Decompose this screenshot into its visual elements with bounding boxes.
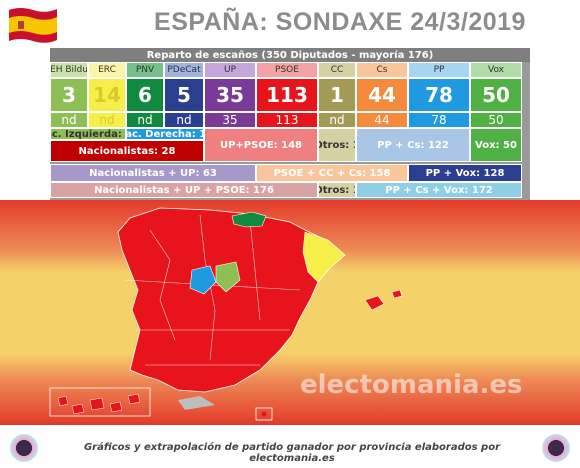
pp-region-shape	[189, 265, 217, 295]
party-header-erc: ERC	[88, 62, 126, 78]
vox-region-shape	[215, 261, 241, 293]
party-seats-pdecat: 5	[164, 78, 204, 112]
sum-pp-vox: PP + Vox: 128	[408, 164, 522, 182]
party-header-up: UP	[204, 62, 256, 78]
electomania-logo-right	[542, 434, 570, 462]
party-sub-cs: 44	[356, 112, 408, 128]
party-seats-vox: 50	[470, 78, 522, 112]
electomania-logo-left	[10, 434, 38, 462]
party-sub-cc: nd	[318, 112, 356, 128]
spain-flag-icon	[9, 8, 57, 43]
party-seats-eh-bildu: 3	[50, 78, 88, 112]
sum-psoe-cc-cs: PSOE + CC + Cs: 158	[256, 164, 408, 182]
party-header-eh-bildu: EH Bildu	[50, 62, 88, 78]
erc-region-shape	[302, 231, 346, 283]
party-header-vox: Vox	[470, 62, 522, 78]
party-sub-erc: nd	[88, 112, 126, 128]
party-header-psoe: PSOE	[256, 62, 318, 78]
sum-otros: Otros: 1	[318, 128, 356, 162]
sum-otros-2: Otros: 1	[318, 182, 356, 198]
party-sub-pdecat: nd	[164, 112, 204, 128]
party-sub-vox: 50	[470, 112, 522, 128]
party-seats-cs: 44	[356, 78, 408, 112]
party-header-pdecat: PDeCat	[164, 62, 204, 78]
party-header-pnv: PNV	[126, 62, 164, 78]
sum-nacionalistas: Nacionalistas: 28	[50, 140, 204, 162]
sum-pp-cs-vox: PP + Cs + Vox: 172	[356, 182, 522, 198]
party-seats-pnv: 6	[126, 78, 164, 112]
pnv-region-shape	[231, 211, 267, 228]
table-caption: Reparto de escaños (350 Diputados - mayo…	[50, 48, 530, 62]
watermark: electomania.es	[300, 370, 523, 400]
party-sub-pp: 78	[408, 112, 470, 128]
sum-nac-derecha: Nac. Derecha: 11	[126, 128, 204, 140]
sum-nac-up-psoe: Nacionalistas + UP + PSOE: 176	[50, 182, 318, 198]
party-sub-psoe: 113	[256, 112, 318, 128]
party-seats-pp: 78	[408, 78, 470, 112]
footer-caption: Gráficos y extrapolación de partido gana…	[83, 442, 501, 464]
sum-nac-izquierda: Nac. Izquierda: 17	[50, 128, 126, 140]
page-title: ESPAÑA: SONDAXE 24/3/2019	[154, 8, 526, 36]
spain-peninsula-shape	[117, 207, 346, 393]
party-header-cc: CC	[318, 62, 356, 78]
sum-pp-cs: PP + Cs: 122	[356, 128, 470, 162]
party-seats-erc: 14	[88, 78, 126, 112]
map-area	[0, 200, 580, 425]
sum-nac-up: Nacionalistas + UP: 63	[50, 164, 256, 182]
sum-vox: Vox: 50	[470, 128, 522, 162]
party-sub-pnv: nd	[126, 112, 164, 128]
party-header-cs: Cs	[356, 62, 408, 78]
party-sub-up: 35	[204, 112, 256, 128]
party-sub-eh-bildu: nd	[50, 112, 88, 128]
party-seats-up: 35	[204, 78, 256, 112]
party-seats-psoe: 113	[256, 78, 318, 112]
party-header-pp: PP	[408, 62, 470, 78]
sum-up-psoe: UP+PSOE: 148	[204, 128, 318, 162]
party-seats-cc: 1	[318, 78, 356, 112]
